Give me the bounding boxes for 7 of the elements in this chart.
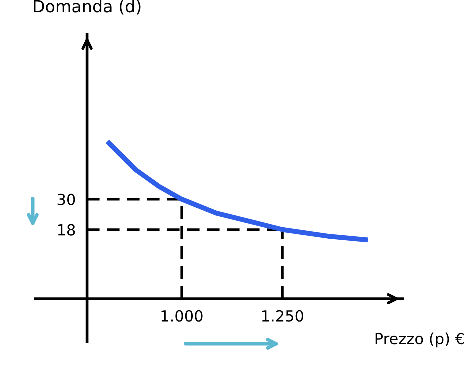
line-series	[105, 139, 370, 243]
y-tick-label: 18	[58, 224, 76, 236]
x-tick-label: 1.000	[162, 310, 203, 322]
y-axis-title: Domanda (d)	[34, 0, 141, 15]
x-axis-title: Prezzo (p) €	[376, 332, 464, 348]
x-tick-label: 1.250	[262, 310, 304, 322]
y-tick-label: 30	[58, 194, 76, 206]
